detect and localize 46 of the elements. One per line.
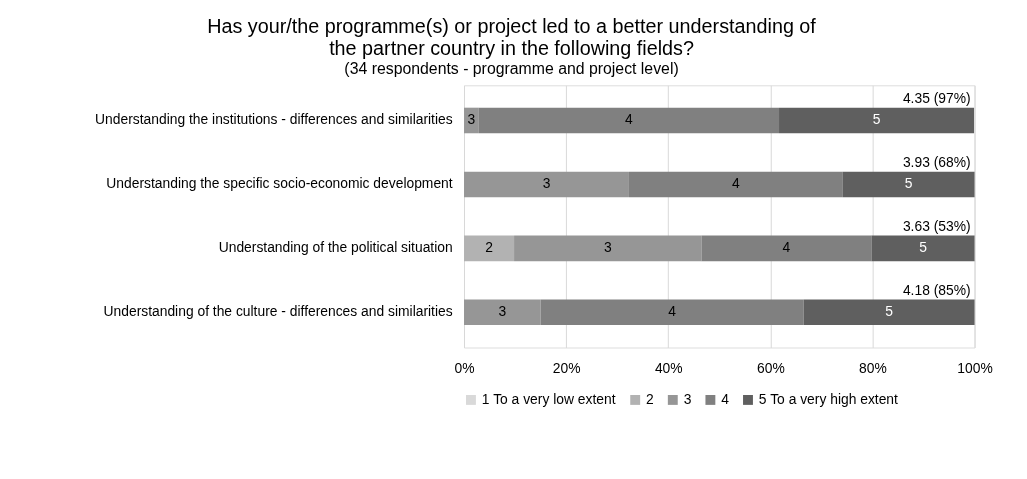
total-label: 3.93 (68%) [902,153,971,170]
total-label: 4.35 (97%) [902,89,971,106]
annotation: 3 [542,175,551,192]
legend-label: 4 [721,390,730,407]
chart-title: Has your/the programme(s) or project led to a better understanding of the partner country in the following fields? [207,14,817,59]
x-tick-label: 0% [454,359,475,376]
total-label: 4.18 (85%) [902,281,971,298]
bar [803,299,975,326]
x-tick-label: 20% [552,359,581,376]
bar [779,107,975,134]
legend-label: 5 To a very high extent [758,390,899,407]
bar [514,235,702,262]
chart-subtitle: (34 respondents - programme and project level) [344,60,679,78]
annotation: 4 [782,239,791,256]
annotation: 5 [872,111,881,128]
x-tick-label: 100% [957,359,993,376]
legend-label: 1 To a very low extent [481,390,616,407]
legend-label: 2 [646,390,654,407]
bar [701,235,872,262]
annotation: 5 [919,239,928,256]
bar [464,235,515,262]
annotation: 3 [467,111,476,128]
annotation: 5 [885,303,894,320]
y-tick-label: Understanding the institutions - differences and similarities [95,111,453,128]
x-tick-label: 40% [654,359,683,376]
bar [540,299,804,326]
x-tick-label: 60% [756,359,785,376]
annotation: 3 [498,303,507,320]
bar [842,171,975,198]
annotation: 3 [603,239,612,256]
legend-label: 3 [683,390,692,407]
annotation: 4 [732,175,741,192]
bar [628,171,843,198]
annotation: 4 [625,111,634,128]
x-tick-label: 80% [859,359,887,376]
bar [871,235,975,262]
annotation: 4 [668,303,677,320]
y-tick-label: Understanding of the culture - differences and similarities [103,303,453,320]
annotation: 2 [485,239,493,256]
y-tick-label: Understanding the specific socio-economic development [106,175,453,192]
bar [464,299,541,326]
y-tick-label: Understanding of the political situation [218,239,453,256]
bar [464,171,629,198]
annotation: 5 [904,175,913,192]
bar [478,107,780,134]
total-label: 3.63 (53%) [902,217,971,234]
